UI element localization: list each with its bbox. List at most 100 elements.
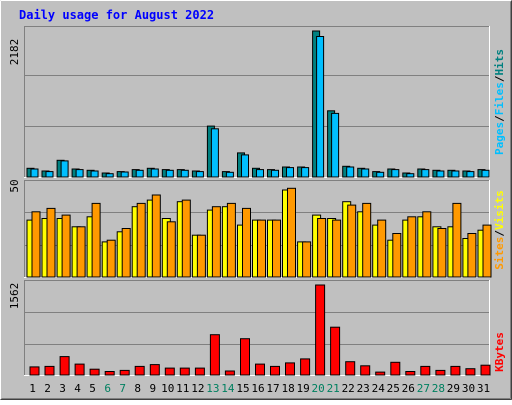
x-tick-label: 7 bbox=[119, 382, 126, 395]
bar-files-day-8 bbox=[135, 169, 144, 178]
x-axis-labels: 1 2 3 4 5 6 7 8 9 10 11 12 13 14 15 16 17 18 19 20 21 22 23 24 2… bbox=[29, 382, 490, 395]
bar-files-day-28 bbox=[436, 170, 445, 178]
bar-files-day-7 bbox=[120, 171, 129, 178]
bar-sites-day-7 bbox=[121, 228, 131, 278]
chart-title: Daily usage for August 2022 bbox=[19, 8, 214, 22]
bar-sites-day-6 bbox=[106, 239, 116, 278]
bar-files-day-23 bbox=[361, 168, 370, 178]
x-tick-label: 13 bbox=[206, 382, 219, 395]
bar-kbytes-day-18 bbox=[285, 362, 295, 376]
legend-sites: Sites bbox=[493, 237, 506, 270]
bar-kbytes-day-14 bbox=[224, 370, 235, 376]
bar-sites-day-4 bbox=[76, 226, 86, 278]
bar-sites-day-9 bbox=[151, 194, 161, 278]
bar-files-day-6 bbox=[105, 173, 114, 178]
bar-files-day-27 bbox=[421, 169, 430, 178]
x-tick-label: 5 bbox=[89, 382, 96, 395]
x-tick-label: 11 bbox=[176, 382, 189, 395]
panel-hits-files-pages: 2182 Pages/Files/Hits bbox=[8, 26, 506, 178]
bar-sites-day-8 bbox=[136, 202, 146, 278]
bar-kbytes-day-10 bbox=[164, 367, 175, 376]
x-tick-label: 29 bbox=[447, 382, 460, 395]
legend-separator: / bbox=[493, 230, 506, 237]
x-tick-label: 28 bbox=[432, 382, 445, 395]
bar-files-day-24 bbox=[376, 171, 385, 178]
bar-kbytes-day-30 bbox=[465, 368, 476, 376]
bar-files-day-1 bbox=[30, 168, 39, 178]
bar-kbytes-day-16 bbox=[255, 363, 265, 376]
legend-separator: / bbox=[493, 115, 506, 122]
x-tick-label: 12 bbox=[191, 382, 204, 395]
legend: Pages/Files/Hits bbox=[493, 49, 506, 155]
bar-files-day-17 bbox=[271, 169, 279, 178]
x-tick-label: 23 bbox=[357, 382, 370, 395]
x-tick-label: 16 bbox=[251, 382, 264, 395]
bar-sites-day-3 bbox=[61, 214, 71, 278]
bar-sites-day-29 bbox=[452, 202, 462, 278]
x-tick-label: 25 bbox=[387, 382, 400, 395]
panel-visits-sites: 50 Sites/Visits bbox=[8, 179, 506, 278]
bar-files-day-25 bbox=[391, 169, 400, 178]
bar-sites-day-22 bbox=[347, 204, 357, 278]
bar-sites-day-14 bbox=[226, 202, 236, 278]
legend-kbytes: KBytes bbox=[493, 332, 506, 372]
bar-files-day-4 bbox=[75, 169, 84, 178]
legend: KBytes bbox=[493, 332, 506, 372]
bar-sites-day-31 bbox=[482, 224, 492, 278]
x-tick-label: 30 bbox=[462, 382, 475, 395]
x-tick-label: 1 bbox=[29, 382, 36, 395]
bar-sites-day-10 bbox=[166, 221, 176, 278]
bar-files-day-18 bbox=[286, 167, 294, 178]
bar-files-day-2 bbox=[45, 171, 54, 178]
panel-kbytes: 1562 KBytes bbox=[8, 280, 506, 376]
bar-files-day-26 bbox=[406, 173, 415, 178]
x-tick-label: 24 bbox=[372, 382, 386, 395]
bar-files-day-3 bbox=[60, 160, 69, 178]
x-tick-label: 21 bbox=[327, 382, 340, 395]
legend-separator: / bbox=[493, 75, 506, 82]
bar-sites-day-25 bbox=[392, 233, 402, 278]
bar-sites-day-1 bbox=[31, 211, 41, 278]
bar-files-day-21 bbox=[331, 112, 340, 178]
bar-sites-day-5 bbox=[91, 202, 101, 278]
legend-hits: Hits bbox=[493, 49, 506, 76]
bar-files-day-29 bbox=[451, 170, 460, 178]
bar-files-day-11 bbox=[180, 169, 189, 178]
bar-kbytes-day-9 bbox=[149, 364, 160, 376]
x-tick-label: 26 bbox=[402, 382, 415, 395]
bar-kbytes-day-1 bbox=[29, 366, 40, 376]
bar-sites-day-21 bbox=[332, 219, 342, 278]
bar-sites-day-28 bbox=[437, 228, 447, 278]
bar-sites-day-11 bbox=[181, 199, 191, 278]
x-tick-label: 15 bbox=[236, 382, 249, 395]
bar-sites-day-30 bbox=[467, 233, 477, 278]
legend-files: Files bbox=[493, 82, 506, 115]
bar-kbytes-day-20 bbox=[315, 284, 326, 376]
bar-kbytes-day-23 bbox=[360, 365, 371, 376]
bar-sites-day-16 bbox=[257, 219, 266, 278]
legend-visits: Visits bbox=[493, 190, 506, 230]
bar-sites-day-20 bbox=[317, 218, 327, 278]
x-tick-label: 8 bbox=[134, 382, 141, 395]
chart-panels: 2182 Pages/Files/Hits 50Sites/Visits1562KB… bbox=[8, 26, 506, 376]
bar-kbytes-day-13 bbox=[209, 334, 220, 376]
bar-files-day-13 bbox=[210, 128, 219, 178]
x-tick-label: 18 bbox=[281, 382, 294, 395]
x-tick-label: 31 bbox=[477, 382, 490, 395]
y-max-label: 2182 bbox=[8, 39, 21, 66]
bar-files-day-19 bbox=[301, 167, 310, 178]
bar-files-day-10 bbox=[165, 169, 174, 178]
bar-sites-day-27 bbox=[422, 211, 432, 278]
bar-files-day-14 bbox=[225, 171, 234, 178]
bar-kbytes-day-4 bbox=[74, 363, 85, 376]
x-tick-label: 20 bbox=[311, 382, 324, 395]
bar-files-day-22 bbox=[346, 166, 355, 178]
x-tick-label: 6 bbox=[104, 382, 111, 395]
bar-sites-day-17 bbox=[272, 219, 281, 278]
bar-kbytes-day-8 bbox=[134, 365, 145, 376]
bar-kbytes-day-21 bbox=[330, 326, 341, 376]
bar-sites-day-13 bbox=[211, 206, 221, 278]
plot-area bbox=[24, 26, 490, 178]
